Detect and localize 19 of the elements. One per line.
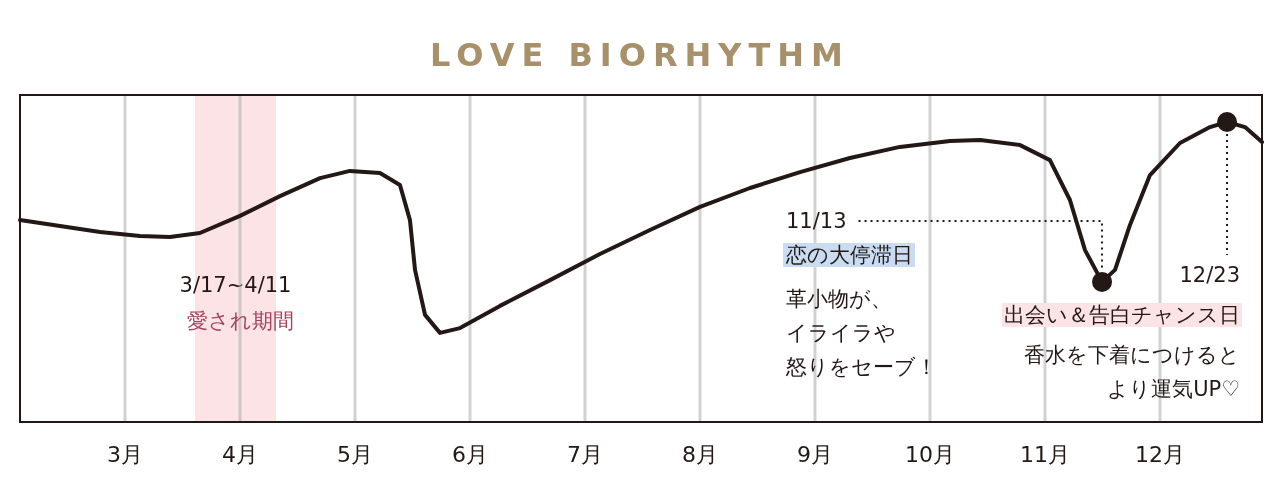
- x-tick-label: 11月: [1019, 442, 1070, 467]
- annotation: 愛され期間: [186, 309, 294, 333]
- annotation: 革小物が、イライラや怒りをセーブ！: [785, 287, 937, 379]
- x-tick-label: 6月: [451, 442, 488, 467]
- annotation: 出会い＆告白チャンス日: [1004, 303, 1240, 327]
- x-tick-label: 7月: [566, 442, 603, 467]
- annotation: 恋の大停滞日: [785, 243, 913, 267]
- title: LOVE BIORHYTHM: [430, 36, 850, 74]
- x-tick-label: 8月: [681, 442, 718, 467]
- band-label: 3/17~4/11: [179, 273, 292, 297]
- x-tick-label: 4月: [221, 442, 258, 467]
- x-tick-label: 12月: [1134, 442, 1185, 467]
- annotation: 香水を下着につけるとより運気UP♡: [1024, 343, 1240, 401]
- annotation: 11/13: [786, 209, 847, 233]
- x-tick-label: 9月: [796, 442, 833, 467]
- x-tick-label: 3月: [107, 442, 143, 467]
- annotation: 12/23: [1179, 263, 1240, 287]
- x-tick-label: 10月: [904, 442, 955, 467]
- x-tick-label: 5月: [336, 442, 373, 467]
